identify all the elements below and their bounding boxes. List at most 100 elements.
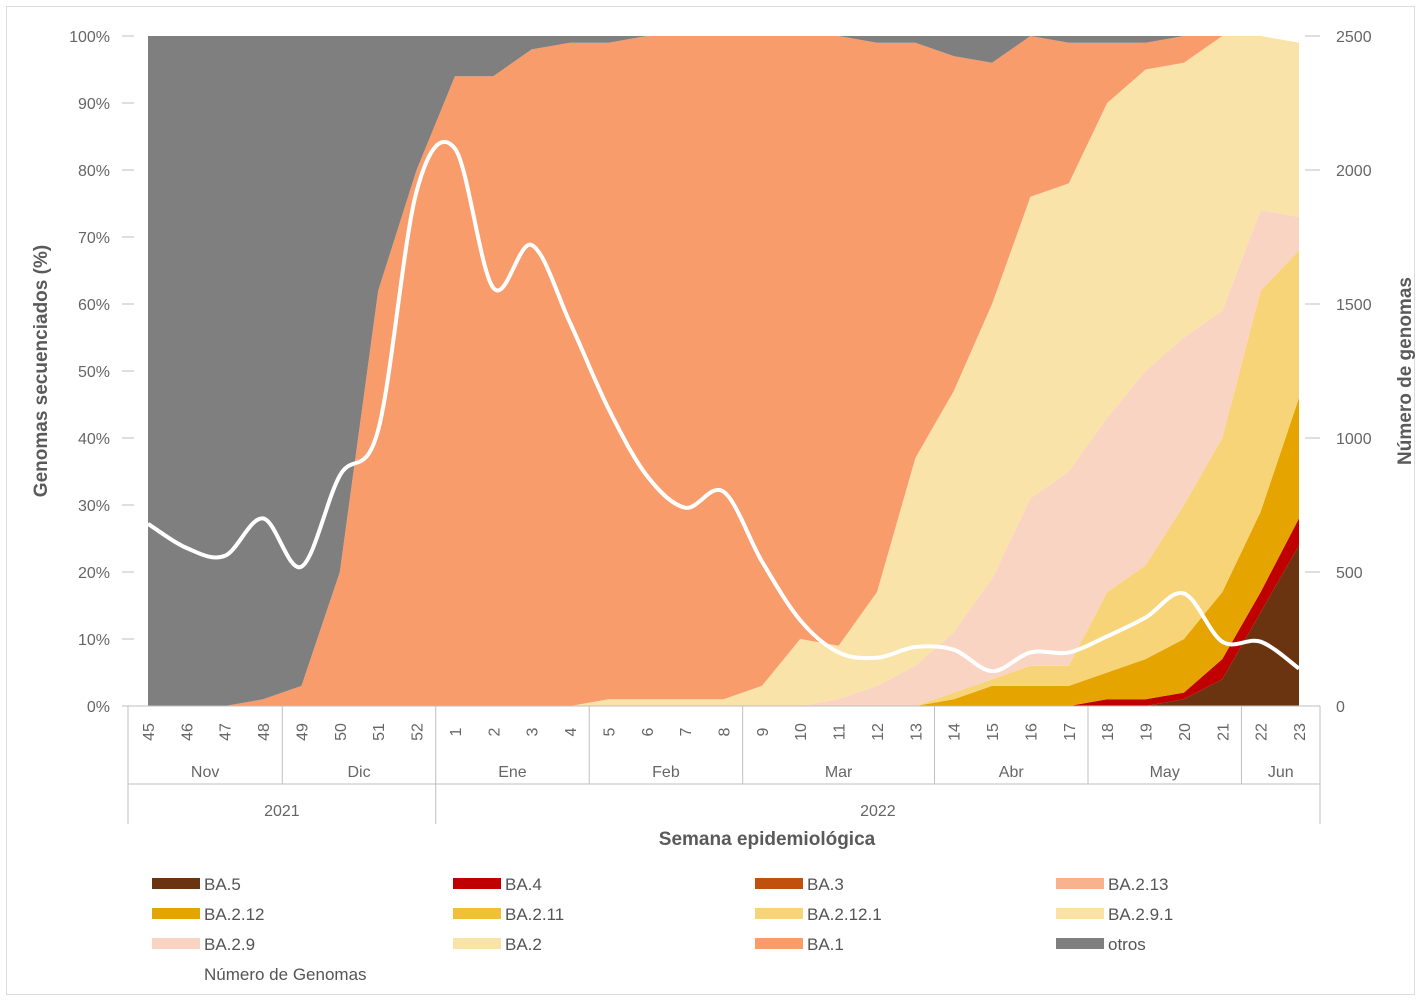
left-tick-label: 90% — [78, 96, 110, 113]
week-tick-label: 45 — [141, 723, 158, 741]
legend-label-ba-4: BA.4 — [505, 875, 542, 894]
week-tick-label: 17 — [1062, 723, 1079, 741]
week-tick-label: 5 — [601, 727, 618, 736]
legend-label-ba-2-9: BA.2.9 — [204, 935, 255, 954]
right-tick-label: 1000 — [1336, 431, 1372, 448]
left-y-axis: 0% 10% 20% 30% 40% 50% 60% 70% 80% 90% 100% — [69, 29, 134, 716]
area-layers — [148, 36, 1299, 706]
legend-label-ba-1: BA.1 — [807, 935, 844, 954]
month-label: Mar — [825, 764, 853, 781]
week-tick-label: 9 — [755, 727, 772, 736]
genome-count-line-group — [146, 139, 1301, 674]
month-label: May — [1150, 764, 1180, 781]
legend-label-ba-5: BA.5 — [204, 875, 241, 894]
week-tick-label: 12 — [870, 723, 887, 741]
legend-swatch-ba-2 — [453, 938, 501, 949]
left-tick-label: 30% — [78, 498, 110, 515]
week-tick-label: 50 — [333, 723, 350, 741]
legend-swatch-ba-5 — [152, 878, 200, 889]
week-tick-label: 1 — [448, 727, 465, 736]
week-tick-label: 8 — [717, 727, 734, 736]
week-tick-label: 22 — [1254, 723, 1271, 741]
week-tick-label: 4 — [563, 727, 580, 736]
week-tick-label: 18 — [1100, 723, 1117, 741]
legend-label-ba-2: BA.2 — [505, 935, 542, 954]
month-label: Ene — [498, 764, 527, 781]
right-y-axis: 0 500 1000 1500 2000 2500 — [1305, 29, 1372, 716]
year-label: 2022 — [860, 803, 896, 820]
legend-label-ba-2-9-1: BA.2.9.1 — [1108, 905, 1173, 924]
month-label: Jun — [1268, 764, 1294, 781]
week-tick-label: 3 — [525, 727, 542, 736]
week-tick-label: 49 — [294, 723, 311, 741]
area-ba-2 — [148, 36, 1299, 706]
week-tick-label: 21 — [1215, 723, 1232, 741]
area-otros — [148, 36, 1299, 706]
legend: BA.5 BA.4 BA.3 BA.2.13 BA.2.12 BA.2.11 BA.2.12… — [152, 875, 1173, 984]
x-axis-title: Semana epidemiológica — [659, 829, 876, 850]
week-tick-label: 15 — [985, 723, 1002, 741]
legend-swatch-número-de-genomas — [152, 968, 200, 979]
year-label: 2021 — [264, 803, 300, 820]
legend-swatch-ba-2-12 — [152, 908, 200, 919]
area-ba-2-9 — [148, 210, 1299, 706]
week-tick-label: 2 — [486, 727, 503, 736]
legend-swatch-ba-4 — [453, 878, 501, 889]
legend-label-número-de-genomas: Número de Genomas — [204, 965, 367, 984]
legend-label-otros: otros — [1108, 935, 1146, 954]
left-tick-label: 20% — [78, 565, 110, 582]
left-tick-label: 40% — [78, 431, 110, 448]
week-tick-label: 23 — [1292, 723, 1309, 741]
month-label: Abr — [999, 764, 1025, 781]
right-tick-label: 2000 — [1336, 163, 1372, 180]
legend-label-ba-2-11: BA.2.11 — [505, 905, 564, 924]
left-tick-label: 0% — [87, 699, 110, 716]
legend-swatch-ba-2-9 — [152, 938, 200, 949]
week-tick-label: 20 — [1177, 723, 1194, 741]
month-label: Dic — [347, 764, 370, 781]
week-tick-label: 47 — [218, 723, 235, 741]
week-tick-label: 51 — [371, 723, 388, 741]
area-ba-2-12 — [148, 397, 1299, 706]
week-tick-label: 52 — [410, 723, 427, 741]
week-tick-label: 10 — [793, 723, 810, 741]
week-tick-label: 14 — [947, 723, 964, 741]
legend-swatch-ba-2-12-1 — [755, 908, 803, 919]
legend-swatch-ba-2-9-1 — [1056, 908, 1104, 919]
legend-swatch-ba-3 — [755, 878, 803, 889]
left-tick-label: 70% — [78, 230, 110, 247]
legend-label-ba-3: BA.3 — [807, 875, 844, 894]
left-tick-label: 60% — [78, 297, 110, 314]
legend-swatch-ba-1 — [755, 938, 803, 949]
right-tick-label: 0 — [1336, 699, 1345, 716]
legend-swatch-ba-2-11 — [453, 908, 501, 919]
right-tick-label: 500 — [1336, 565, 1363, 582]
week-tick-label: 13 — [908, 723, 925, 741]
week-tick-label: 48 — [256, 723, 273, 741]
legend-label-ba-2-12: BA.2.12 — [204, 905, 265, 924]
legend-swatch-otros — [1056, 938, 1104, 949]
week-tick-label: 6 — [640, 727, 657, 736]
y-axis-title-left: Genomas secuenciados (%) — [31, 245, 52, 497]
x-axis: 45 46 47 48 49 50 51 52 1 2 3 4 5 6 7 8 9 10 11 12 13 14 15 16 1… — [127, 705, 1321, 824]
genome-count-line — [146, 139, 1301, 674]
week-tick-label: 46 — [179, 723, 196, 741]
legend-label-ba-2-13: BA.2.13 — [1108, 875, 1169, 894]
week-tick-label: 11 — [832, 724, 849, 741]
week-tick-label: 19 — [1139, 723, 1156, 741]
chart-frame — [6, 6, 1415, 995]
left-tick-label: 50% — [78, 364, 110, 381]
right-tick-label: 1500 — [1336, 297, 1372, 314]
legend-label-ba-2-12-1: BA.2.12.1 — [807, 905, 882, 924]
left-tick-label: 80% — [78, 163, 110, 180]
week-tick-label: 16 — [1023, 723, 1040, 741]
legend-swatch-ba-2-13 — [1056, 878, 1104, 889]
left-tick-label: 100% — [69, 29, 110, 46]
y-axis-title-right: Número de genomas — [1395, 277, 1416, 465]
area-ba-1 — [148, 36, 1299, 706]
month-label: Feb — [652, 764, 680, 781]
left-tick-label: 10% — [78, 632, 110, 649]
week-tick-label: 7 — [678, 727, 695, 736]
month-label: Nov — [191, 764, 219, 781]
